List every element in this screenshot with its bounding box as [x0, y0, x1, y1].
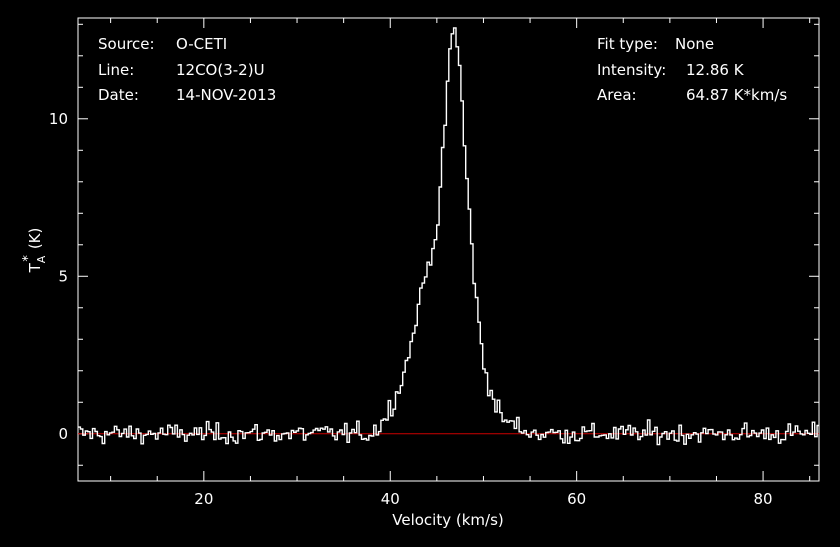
fit-type-value: None: [675, 35, 715, 53]
y-axis-label-sup: *: [21, 255, 36, 262]
date-label: Date:: [98, 86, 139, 104]
y-tick-label: 0: [58, 425, 68, 443]
intensity-value: 12.86 K: [686, 61, 744, 79]
x-axis-label: Velocity (km/s): [392, 511, 503, 529]
x-tick-label: 80: [754, 490, 773, 508]
line-value: 12CO(3-2)U: [176, 61, 265, 79]
area-label: Area:: [597, 86, 637, 104]
source-value: O-CETI: [176, 35, 228, 53]
y-axis-label-unit: (K): [26, 228, 44, 250]
axis-tick-labels: 20 40 60 80 0 5 10: [49, 110, 773, 508]
spectrum-line: [78, 27, 819, 446]
source-label: Source:: [98, 35, 155, 53]
y-axis-label-main: T: [26, 262, 44, 273]
y-axis-label: TA* (K): [21, 228, 48, 274]
date-value: 14-NOV-2013: [176, 86, 277, 104]
line-label: Line:: [98, 61, 135, 79]
area-value: 64.87 K*km/s: [686, 86, 788, 104]
axis-ticks: [78, 18, 819, 481]
y-axis-label-sub: A: [35, 255, 48, 263]
y-tick-label: 10: [49, 110, 68, 128]
svg-text:TA*(K): TA* (K): [21, 228, 48, 274]
intensity-label: Intensity:: [597, 61, 667, 79]
x-tick-label: 40: [381, 490, 400, 508]
x-tick-label: 60: [567, 490, 586, 508]
y-tick-label: 5: [58, 267, 68, 285]
x-tick-label: 20: [194, 490, 213, 508]
plot-frame: [77, 17, 820, 482]
fit-type-label: Fit type:: [597, 35, 658, 53]
